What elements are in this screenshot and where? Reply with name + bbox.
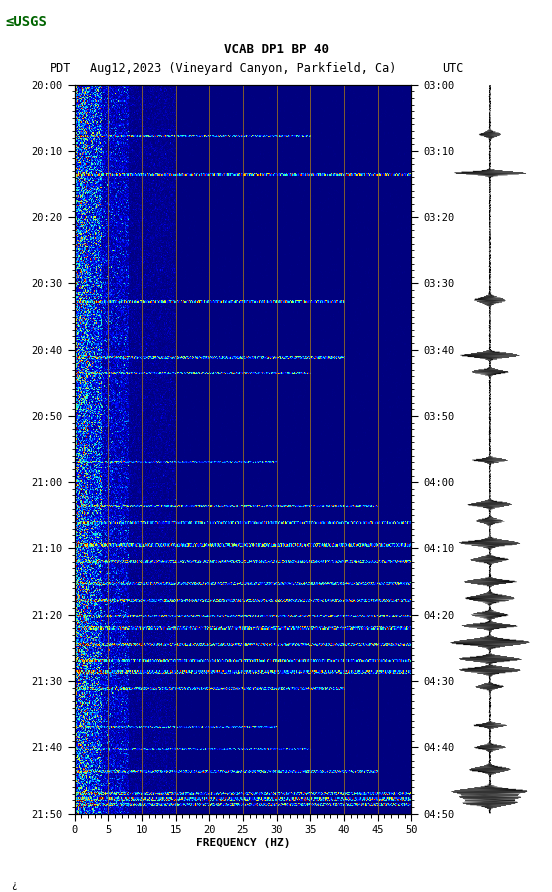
- Text: PDT: PDT: [50, 62, 71, 75]
- Text: ¿: ¿: [11, 880, 17, 889]
- Text: Aug12,2023 (Vineyard Canyon, Parkfield, Ca): Aug12,2023 (Vineyard Canyon, Parkfield, …: [89, 62, 396, 75]
- Text: VCAB DP1 BP 40: VCAB DP1 BP 40: [224, 43, 328, 55]
- X-axis label: FREQUENCY (HZ): FREQUENCY (HZ): [195, 838, 290, 848]
- Text: UTC: UTC: [442, 62, 463, 75]
- Text: ≤USGS: ≤USGS: [6, 15, 47, 29]
